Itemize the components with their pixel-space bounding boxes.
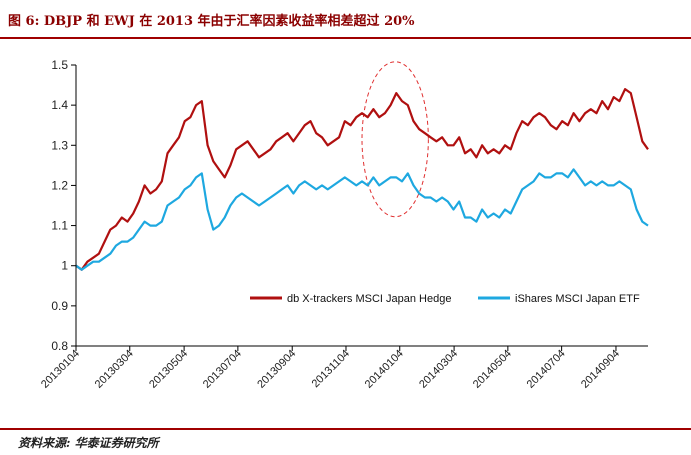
source-rule [0, 428, 691, 430]
x-tick-label: 20131104 [310, 348, 353, 391]
axis-layer: 0.8 0.9 1 1.1 1.2 1.3 1.4 1.5 20130104 20130304 20… [39, 58, 648, 391]
title-rule [0, 37, 691, 39]
y-tick-label: 1.2 [51, 178, 68, 192]
figure-header: 图 6: DBJP 和 EWJ 在 2013 年由于汇率因素收益率相差超过 20… [0, 0, 691, 40]
chart: 0.8 0.9 1 1.1 1.2 1.3 1.4 1.5 20130104 20130304 20… [39, 58, 649, 391]
x-tick-label: 20130504 [147, 348, 190, 391]
figure-title: 图 6: DBJP 和 EWJ 在 2013 年由于汇率因素收益率相差超过 20… [8, 14, 415, 29]
legend-label-ewj: iShares MSCI Japan ETF [515, 293, 640, 305]
annotation-layer [361, 61, 429, 218]
x-tick-label: 20130704 [201, 348, 244, 391]
legend-label-dbjp: db X-trackers MSCI Japan Hedge [287, 293, 451, 305]
y-tick-label: 1.5 [51, 58, 68, 72]
y-tick-label: 1.1 [51, 219, 68, 233]
figure-source: 资料来源: 华泰证券研究所 [18, 436, 159, 450]
y-tick-label: 0.9 [51, 299, 68, 313]
x-tick-label: 20140904 [579, 348, 622, 391]
x-tick-label: 20130304 [93, 348, 136, 391]
series-layer [75, 87, 649, 271]
y-tick-label: 0.8 [51, 339, 68, 353]
series-line-dbjp [75, 87, 649, 271]
x-tick-label: 20140704 [525, 348, 568, 391]
legend: db X-trackers MSCI Japan Hedge iShares M… [250, 293, 640, 305]
y-tick-label: 1 [61, 259, 68, 273]
x-tick-label: 20140504 [471, 348, 514, 391]
x-tick-label: 20140104 [363, 348, 406, 391]
y-tick-label: 1.3 [51, 138, 68, 152]
x-tick-label: 20130904 [255, 348, 298, 391]
x-tick-label: 20140304 [417, 348, 460, 391]
x-tick-label: 20130104 [39, 348, 82, 391]
series-line-ewj [75, 168, 649, 271]
highlight-ellipse [361, 61, 429, 218]
y-tick-label: 1.4 [51, 98, 68, 112]
